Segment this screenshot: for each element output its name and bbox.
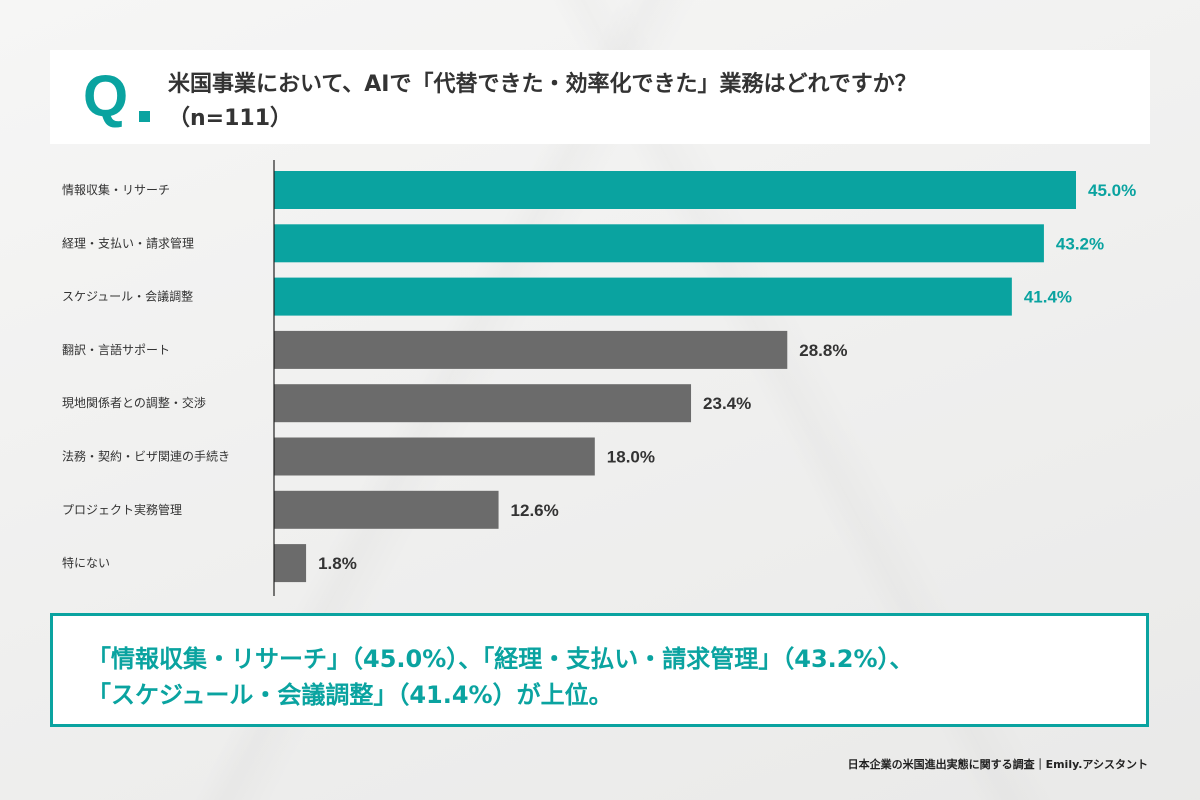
- q-mark: Q: [83, 64, 129, 129]
- category-label: 現地関係者との調整・交渉: [62, 395, 206, 410]
- bar: [274, 437, 595, 476]
- sample-size: （n=111）: [168, 106, 293, 131]
- category-label: 情報収集・リサーチ: [62, 182, 170, 197]
- question-text: 米国事業において、AIで「代替できた・効率化できた」業務はどれですか？: [168, 72, 917, 97]
- value-label: 41.4%: [1024, 288, 1072, 307]
- category-label: スケジュール・会議調整: [62, 289, 193, 304]
- value-label: 1.8%: [318, 554, 357, 573]
- source-credit: 日本企業の米国進出実態に関する調査｜Emily.アシスタント: [847, 758, 1148, 771]
- category-label: 経理・支払い・請求管理: [62, 235, 194, 250]
- value-label: 45.0%: [1088, 181, 1136, 200]
- summary-line-2: 「スケジュール・会議調整」（41.4%）が上位。: [87, 681, 613, 709]
- bar: [274, 490, 499, 529]
- category-label: プロジェクト実務管理: [62, 502, 182, 517]
- value-label: 28.8%: [799, 341, 847, 360]
- category-label: 特にない: [62, 555, 110, 570]
- q-dot: [139, 111, 150, 122]
- value-label: 43.2%: [1056, 234, 1104, 253]
- category-label: 法務・契約・ビザ関連の手続き: [62, 449, 230, 464]
- category-label: 翻訳・言語サポート: [62, 342, 170, 357]
- question-header: Q 米国事業において、AIで「代替できた・効率化できた」業務はどれですか？ （n…: [50, 50, 1150, 144]
- value-label: 18.0%: [607, 448, 655, 467]
- bar: [274, 171, 1076, 209]
- summary-box: 「情報収集・リサーチ」（45.0%）、「経理・支払い・請求管理」（43.2%）、…: [50, 613, 1149, 727]
- bar: [274, 384, 692, 423]
- value-label: 23.4%: [703, 394, 751, 413]
- bar: [274, 224, 1044, 263]
- bar: [274, 544, 307, 583]
- value-label: 12.6%: [511, 501, 559, 520]
- bar: [274, 277, 1012, 316]
- bar: [274, 330, 788, 369]
- summary-line-1: 「情報収集・リサーチ」（45.0%）、「経理・支払い・請求管理」（43.2%）、: [87, 645, 914, 673]
